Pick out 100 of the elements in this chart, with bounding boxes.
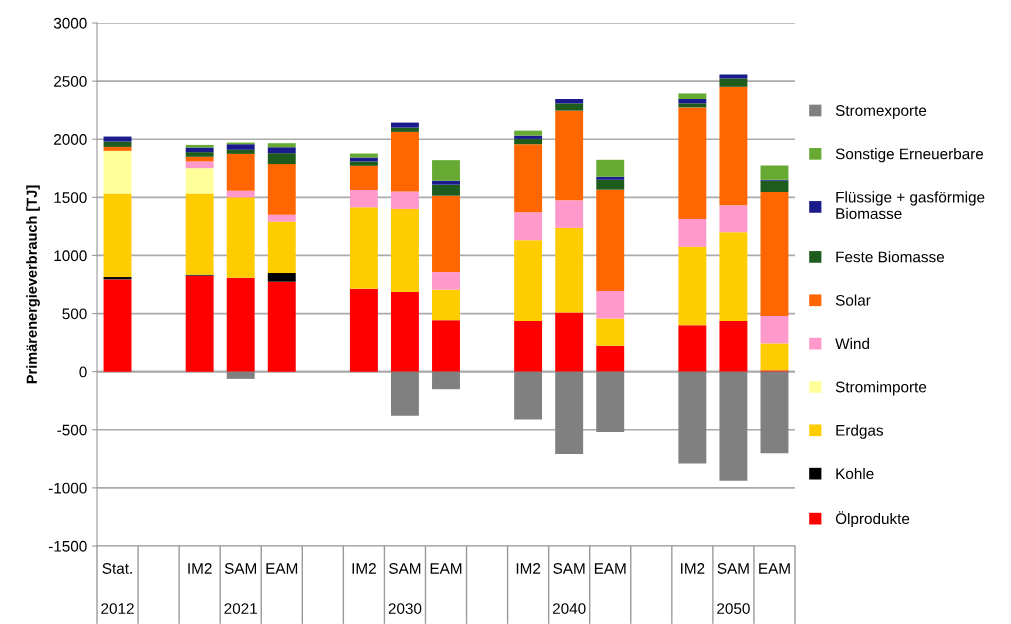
bar — [390, 291, 419, 372]
bar — [514, 130, 543, 136]
bar — [226, 149, 255, 154]
bar — [432, 184, 460, 196]
bar — [267, 281, 296, 372]
bar — [267, 214, 296, 222]
bar — [103, 193, 132, 278]
legend-label: Feste Biomasse — [836, 251, 945, 263]
bar — [719, 205, 748, 233]
x-tick-label: IM2 — [516, 563, 541, 574]
bar — [514, 240, 543, 321]
bar — [514, 138, 543, 145]
bar — [267, 221, 296, 273]
bar — [555, 103, 584, 111]
bar — [678, 107, 707, 219]
legend-label: Erdgas — [836, 424, 884, 439]
bar — [185, 193, 214, 275]
bar — [596, 179, 625, 190]
y-tick-label: 2500 — [54, 75, 87, 87]
bar — [596, 291, 625, 319]
y-axis-title: Primärenergieverbrauch [TJ] — [26, 185, 40, 384]
bar — [103, 141, 132, 147]
bar — [349, 288, 378, 372]
bar — [185, 161, 214, 169]
bar — [226, 371, 255, 379]
bar — [596, 189, 625, 292]
bar — [760, 343, 789, 371]
bar — [719, 86, 748, 206]
bar — [226, 277, 255, 372]
bar — [760, 191, 789, 316]
bar — [760, 165, 789, 180]
x-tick-label: EAM — [759, 563, 790, 574]
x-tick-label: SAM — [224, 563, 257, 574]
bar — [760, 315, 789, 344]
y-tick-label: 3000 — [53, 17, 87, 29]
bar — [432, 160, 460, 181]
bar — [555, 110, 584, 201]
legend-label: Stromimporte — [835, 381, 927, 396]
bar — [514, 320, 543, 372]
bar — [349, 190, 378, 208]
bar — [678, 246, 707, 326]
text: 2030 — [388, 603, 422, 614]
bar — [267, 147, 296, 154]
bar — [555, 227, 584, 313]
bar — [432, 272, 460, 290]
bar — [390, 371, 419, 416]
bar — [349, 165, 378, 191]
bar — [226, 153, 255, 191]
bar — [103, 146, 132, 151]
bar — [760, 371, 789, 454]
bar — [678, 371, 707, 464]
y-tick-label: -500 — [57, 424, 87, 436]
legend-label: Stromexporte — [835, 105, 927, 119]
bar — [596, 371, 625, 432]
bar — [267, 272, 296, 282]
bar — [390, 208, 419, 292]
y-tick-label: 2000 — [54, 134, 87, 145]
y-tick-label: -1500 — [48, 540, 87, 552]
text: 2012 — [101, 603, 134, 614]
bar — [226, 197, 255, 278]
bar — [185, 152, 214, 157]
text: 2040 — [552, 603, 586, 614]
legend-label: Ölprodukte — [835, 511, 910, 528]
bar — [226, 144, 255, 150]
bar — [719, 78, 748, 87]
bar — [596, 318, 625, 346]
legend-label: Wind — [835, 337, 869, 350]
bar — [432, 195, 460, 273]
bar — [432, 180, 460, 185]
bar — [596, 159, 625, 177]
bar — [678, 93, 707, 100]
y-tick-label: 0 — [79, 366, 87, 378]
bar — [514, 135, 543, 139]
x-tick-label: SAM — [717, 563, 749, 574]
bar — [103, 279, 132, 372]
bar — [555, 312, 584, 372]
bar — [760, 180, 789, 192]
y-tick-label: 500 — [62, 308, 87, 320]
bar — [185, 275, 214, 372]
bar — [514, 144, 543, 213]
bar — [432, 289, 460, 321]
bar — [678, 103, 707, 108]
bar — [349, 161, 378, 166]
bar — [514, 212, 543, 241]
bar — [719, 320, 748, 372]
x-tick-label: EAM — [594, 563, 626, 574]
bar — [678, 99, 707, 104]
bar — [267, 143, 296, 148]
text: 2050 — [717, 603, 750, 614]
bar — [390, 127, 419, 132]
bar — [390, 191, 419, 209]
x-tick-label: EAM — [266, 563, 298, 574]
x-tick-label: IM2 — [681, 563, 705, 574]
bar — [514, 371, 543, 420]
bar — [719, 371, 748, 481]
bar — [719, 74, 748, 79]
bar — [596, 176, 625, 180]
legend-label: Solar — [835, 294, 871, 306]
bar — [103, 150, 132, 194]
bar — [678, 218, 707, 247]
